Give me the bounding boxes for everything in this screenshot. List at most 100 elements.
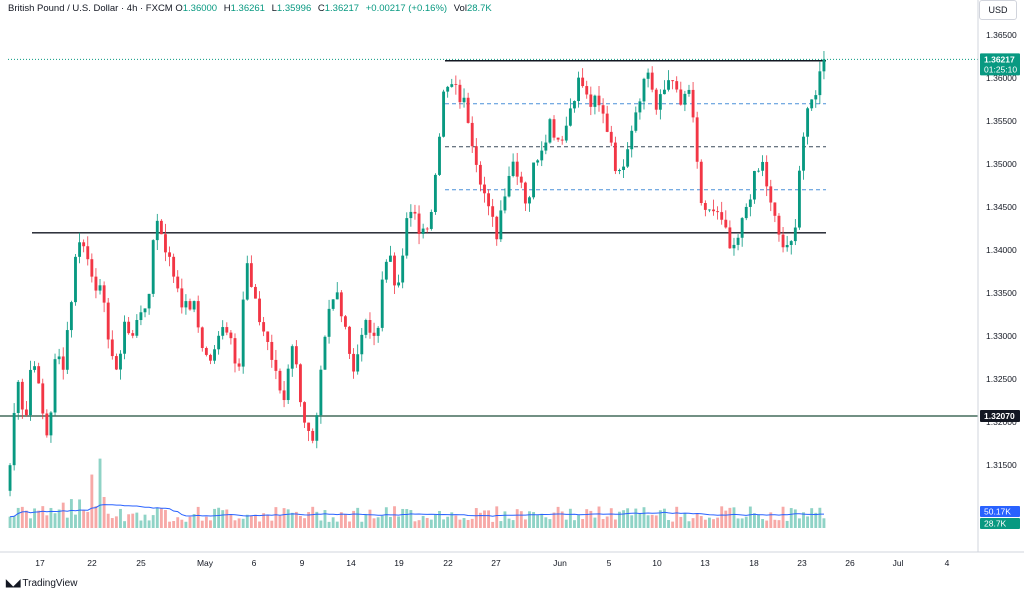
symbol-title: British Pound / U.S. Dollar · 4h · FXCM xyxy=(8,3,173,14)
volume-bar xyxy=(45,515,49,528)
candle-body xyxy=(593,95,597,107)
volume-bar xyxy=(135,512,139,528)
x-tick-label: 27 xyxy=(491,558,501,568)
volume-bars xyxy=(8,458,826,528)
x-tick-label: 5 xyxy=(607,558,612,568)
volume-bar xyxy=(245,514,249,528)
volume-ma-line xyxy=(9,504,824,518)
volume-bar xyxy=(343,514,347,528)
x-tick-label: May xyxy=(197,558,214,568)
volume-bar xyxy=(384,507,388,528)
y-tick-label: 1.32500 xyxy=(986,374,1017,384)
candle-body xyxy=(654,89,658,110)
candle-body xyxy=(785,244,789,248)
candle-body xyxy=(139,312,143,321)
volume-bar xyxy=(728,507,732,528)
volume-bar xyxy=(679,516,683,528)
volume-bar xyxy=(683,513,687,528)
x-tick-label: 9 xyxy=(300,558,305,568)
candle-body xyxy=(184,301,188,308)
candle-body xyxy=(515,161,519,177)
candle-body xyxy=(82,242,86,247)
candle-body xyxy=(605,113,609,132)
volume-bar xyxy=(720,506,724,528)
current-price-tag xyxy=(980,53,1020,76)
volume-bar xyxy=(446,516,450,528)
candle-body xyxy=(818,71,822,96)
candle-body xyxy=(241,299,245,367)
candle-body xyxy=(8,465,12,491)
candle-body xyxy=(487,193,491,207)
x-tick-label: 13 xyxy=(700,558,710,568)
volume-bar xyxy=(761,519,765,528)
volume-bar xyxy=(740,518,744,528)
candle-body xyxy=(495,216,499,240)
candles xyxy=(8,51,826,497)
volume-bar xyxy=(164,509,167,528)
x-tick-label: 6 xyxy=(252,558,257,568)
x-tick-label: Jul xyxy=(893,558,904,568)
volume-bar xyxy=(360,521,364,528)
volume-bar xyxy=(503,511,507,528)
y-tick-label: 1.34000 xyxy=(986,245,1017,255)
volume-bar xyxy=(327,521,331,528)
volume-bar xyxy=(667,520,670,528)
candle-body xyxy=(258,298,261,323)
volume-bar xyxy=(356,507,360,528)
candle-body xyxy=(601,105,605,114)
volume-bar xyxy=(49,507,53,528)
low-label: L xyxy=(271,3,277,14)
volume-bar xyxy=(188,516,192,528)
candle-body xyxy=(110,339,114,357)
candle-body xyxy=(687,89,691,94)
tradingview-logo[interactable]: ◣◢ TradingView xyxy=(6,578,77,589)
volume-bar xyxy=(82,509,86,528)
candle-body xyxy=(155,220,159,241)
volume-bar xyxy=(348,521,351,528)
volume-bar xyxy=(642,507,646,528)
y-tick-label: 1.32000 xyxy=(986,417,1017,427)
volume-bar xyxy=(41,506,45,528)
candle-body xyxy=(372,332,376,336)
volume-bar xyxy=(388,516,392,528)
candle-body xyxy=(352,353,356,372)
candle-body xyxy=(245,263,249,300)
volume-bar xyxy=(307,512,311,528)
x-tick-label: 4 xyxy=(945,558,950,568)
volume-bar xyxy=(123,521,126,528)
volume-bar xyxy=(618,511,621,528)
candle-body xyxy=(417,213,421,234)
volume-bar xyxy=(61,502,65,528)
candle-body xyxy=(499,210,503,240)
candle-body xyxy=(143,308,147,313)
volume-bar xyxy=(196,506,200,528)
candle-body xyxy=(282,390,286,401)
candle-body xyxy=(262,322,266,332)
vol-value: 28.7K xyxy=(466,3,492,14)
volume-bar xyxy=(237,518,241,528)
candle-body xyxy=(716,211,720,213)
volume-bar xyxy=(777,520,781,528)
volume-bar xyxy=(352,510,356,528)
volume-bar xyxy=(159,508,163,528)
volume-bar xyxy=(294,511,298,528)
candle-body xyxy=(164,234,167,253)
candle-body xyxy=(180,288,184,308)
volume-bar xyxy=(818,507,822,528)
volume-bar xyxy=(814,512,818,528)
volume-bar xyxy=(114,516,118,528)
candle-body xyxy=(229,332,233,339)
volume-bar xyxy=(748,506,752,528)
candle-body xyxy=(188,301,192,310)
currency-button[interactable]: USD xyxy=(979,0,1017,20)
candle-body xyxy=(221,327,225,336)
volume-bar xyxy=(74,514,77,528)
candle-body xyxy=(393,255,396,286)
candle-body xyxy=(748,199,752,207)
candle-body xyxy=(65,330,69,370)
x-axis-ticks: 17 22 25 May 6 9 14 19 22 27 Jun 5 10 13 18 23 26 Jul 4 xyxy=(35,558,949,568)
volume-tag xyxy=(980,518,1020,529)
volume-bar xyxy=(556,506,560,528)
volume-bar xyxy=(806,516,810,528)
